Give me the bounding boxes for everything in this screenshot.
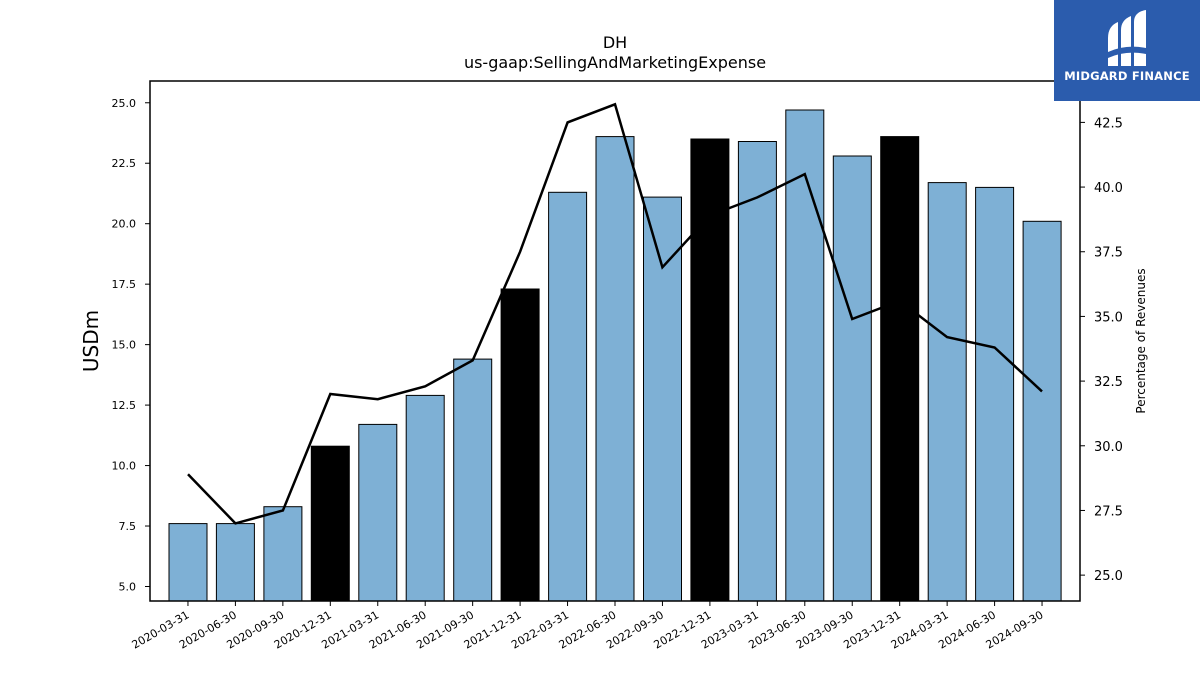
bar-2022-06-30 bbox=[595, 136, 635, 602]
bar-group bbox=[168, 109, 1062, 602]
bar-2020-03-31 bbox=[168, 523, 208, 602]
bar-2020-09-30 bbox=[263, 506, 303, 602]
x-axis: 2020-03-312020-06-302020-09-302020-12-31… bbox=[130, 601, 1046, 652]
bar-2021-12-31 bbox=[500, 288, 540, 602]
bar-2021-06-30 bbox=[405, 394, 445, 602]
chart-title: DH bbox=[603, 33, 627, 52]
y-axis-right: 25.0 27.5 30.0 32.5 35.0 37.5 40.0 42.5 bbox=[1080, 116, 1123, 584]
bar-2020-12-31 bbox=[310, 445, 350, 602]
y-tick-label: 7.5 bbox=[119, 520, 137, 533]
y2-tick-label: 40.0 bbox=[1094, 181, 1123, 196]
y2-tick-label: 27.5 bbox=[1094, 504, 1123, 519]
y2-tick-label: 35.0 bbox=[1094, 310, 1123, 325]
y-tick-label: 20.0 bbox=[112, 218, 137, 231]
y2-tick-label: 30.0 bbox=[1094, 440, 1123, 455]
bar-2023-12-31 bbox=[880, 136, 920, 602]
y2-tick-label: 42.5 bbox=[1094, 116, 1123, 131]
bar-2023-09-30 bbox=[832, 155, 872, 602]
y2-axis-label: Percentage of Revenues bbox=[1134, 268, 1148, 413]
bar-2024-06-30 bbox=[975, 186, 1015, 602]
y-tick-label: 5.0 bbox=[119, 580, 137, 593]
bar-2022-12-31 bbox=[690, 138, 730, 602]
bar-2023-06-30 bbox=[785, 109, 825, 602]
bar-2024-03-31 bbox=[927, 182, 967, 602]
y-tick-label: 12.5 bbox=[112, 399, 137, 412]
brand-name: MIDGARD FINANCE bbox=[1064, 69, 1190, 83]
brand-logo: MIDGARD FINANCE bbox=[1054, 0, 1200, 101]
line-group bbox=[187, 102, 1043, 525]
bar-2023-03-31 bbox=[737, 141, 777, 602]
bar-2020-06-30 bbox=[215, 523, 255, 602]
bar-2021-09-30 bbox=[453, 358, 493, 602]
y-tick-label: 15.0 bbox=[112, 339, 137, 352]
bar-2022-03-31 bbox=[548, 191, 588, 602]
y-tick-label: 25.0 bbox=[112, 97, 137, 110]
y2-tick-label: 37.5 bbox=[1094, 246, 1123, 261]
y-tick-label: 22.5 bbox=[112, 157, 137, 170]
y2-tick-label: 32.5 bbox=[1094, 375, 1123, 390]
bar-2021-03-31 bbox=[358, 423, 398, 602]
percentage-line bbox=[187, 102, 1043, 525]
y-axis-label: USDm bbox=[79, 310, 103, 372]
bar-2024-09-30 bbox=[1022, 220, 1062, 602]
bar-2022-09-30 bbox=[643, 196, 682, 602]
y-tick-label: 17.5 bbox=[112, 278, 137, 291]
y2-tick-label: 25.0 bbox=[1094, 569, 1123, 584]
y-axis-left: 5.0 7.5 10.0 12.5 15.0 17.5 20.0 22.5 25.0 bbox=[112, 97, 150, 593]
midgard-finance-logo-icon bbox=[1108, 10, 1146, 66]
chart-subtitle: us-gaap:SellingAndMarketingExpense bbox=[464, 53, 766, 72]
y-tick-label: 10.0 bbox=[112, 460, 137, 473]
